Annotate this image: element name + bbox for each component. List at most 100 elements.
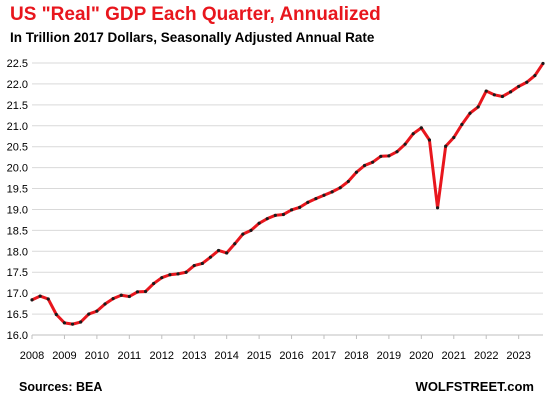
- data-point: [517, 84, 521, 89]
- gridlines: [32, 62, 543, 315]
- data-point: [103, 302, 107, 306]
- data-point: [338, 186, 342, 190]
- chart-title: US "Real" GDP Each Quarter, Annualized: [10, 4, 381, 25]
- data-point: [225, 251, 229, 255]
- source-note: Sources: BEA: [19, 380, 103, 394]
- data-point: [241, 232, 245, 236]
- data-point: [111, 296, 115, 301]
- data-point: [184, 270, 188, 274]
- data-point: [427, 138, 432, 142]
- y-tick-label: 21.0: [7, 121, 28, 133]
- y-tick-label: 22.0: [7, 79, 28, 91]
- data-point: [135, 290, 140, 294]
- chart-subtitle: In Trillion 2017 Dollars, Seasonally Adj…: [10, 30, 375, 45]
- data-point: [216, 248, 221, 253]
- data-point: [492, 93, 496, 97]
- data-point: [62, 321, 67, 325]
- data-point: [152, 281, 156, 286]
- data-point: [160, 276, 164, 280]
- data-point-layer: [30, 61, 545, 326]
- data-point: [54, 312, 58, 317]
- data-point: [314, 196, 318, 201]
- data-point: [306, 200, 310, 204]
- data-point: [452, 135, 456, 140]
- data-point: [379, 154, 383, 158]
- y-tick-label: 16.5: [7, 309, 28, 321]
- data-point: [419, 126, 423, 130]
- y-tick-label: 18.0: [7, 246, 28, 258]
- axes: [31, 334, 543, 339]
- data-point: [289, 208, 294, 212]
- data-point: [387, 154, 391, 158]
- data-point: [403, 142, 407, 146]
- data-point: [533, 73, 537, 78]
- data-point: [500, 94, 505, 99]
- x-tick-label: 2023: [506, 350, 530, 362]
- y-tick-label: 16.0: [7, 330, 28, 342]
- data-point: [257, 221, 261, 225]
- data-point: [192, 263, 196, 268]
- data-point: [435, 206, 440, 210]
- data-point: [362, 163, 367, 168]
- data-point: [395, 150, 399, 154]
- x-tick-label: 2008: [20, 350, 44, 362]
- y-tick-label: 21.5: [7, 100, 28, 112]
- data-point: [281, 212, 286, 217]
- data-point: [143, 289, 148, 294]
- x-tick-label: 2009: [52, 350, 76, 362]
- data-point: [87, 312, 91, 316]
- x-tick-label: 2011: [118, 350, 142, 362]
- data-point: [176, 272, 180, 276]
- x-tick-label: 2019: [377, 350, 401, 362]
- data-point: [273, 213, 277, 217]
- y-tick-label: 18.5: [7, 225, 28, 237]
- x-tick-label: 2016: [279, 350, 303, 362]
- data-point: [371, 160, 375, 164]
- series-line-layer: [30, 61, 545, 326]
- data-point: [484, 89, 488, 93]
- y-tick-label: 19.0: [7, 204, 28, 216]
- data-point: [460, 122, 464, 127]
- x-tick-label: 2017: [312, 350, 336, 362]
- data-point: [508, 90, 513, 94]
- data-point: [70, 322, 75, 326]
- y-tick-label: 20.5: [7, 142, 28, 154]
- data-point: [354, 170, 359, 174]
- data-point: [265, 217, 269, 221]
- y-tick-label: 22.5: [7, 58, 28, 70]
- data-point: [476, 105, 480, 109]
- x-tick-labels: 2008 2009 2010 2011 2012 2013 2014 2015 2016 2017…: [20, 350, 531, 362]
- x-tick-label: 2013: [182, 350, 206, 362]
- data-point: [346, 179, 350, 184]
- x-tick-label: 2021: [442, 350, 466, 362]
- data-point: [298, 205, 302, 209]
- data-point: [444, 144, 448, 148]
- data-point: [411, 132, 415, 136]
- y-tick-label: 19.5: [7, 184, 28, 196]
- data-point: [119, 293, 123, 297]
- data-point: [541, 61, 545, 66]
- data-point: [200, 261, 204, 266]
- data-point: [249, 228, 253, 232]
- data-point: [127, 294, 131, 299]
- x-tick-label: 2020: [409, 350, 433, 362]
- x-tick-label: 2014: [214, 350, 238, 362]
- x-tick-label: 2010: [85, 350, 109, 362]
- data-point: [330, 190, 334, 194]
- y-tick-labels: 16.0 16.5 17.0 17.5 18.0 18.5 19.0 19.5 20.0 20.5…: [7, 58, 28, 342]
- data-point: [95, 309, 99, 313]
- y-tick-label: 17.0: [7, 288, 28, 300]
- x-tick-label: 2018: [344, 350, 368, 362]
- x-tick-label: 2012: [150, 350, 174, 362]
- data-point: [79, 320, 83, 324]
- brand-label: WOLFSTREET.com: [415, 379, 534, 394]
- y-tick-label: 20.0: [7, 163, 28, 175]
- gdp-series-line: [30, 61, 545, 326]
- data-point: [30, 298, 34, 302]
- data-point: [38, 294, 42, 298]
- data-point: [208, 255, 213, 259]
- data-point: [322, 193, 326, 197]
- data-point: [525, 80, 529, 84]
- data-point: [168, 273, 172, 277]
